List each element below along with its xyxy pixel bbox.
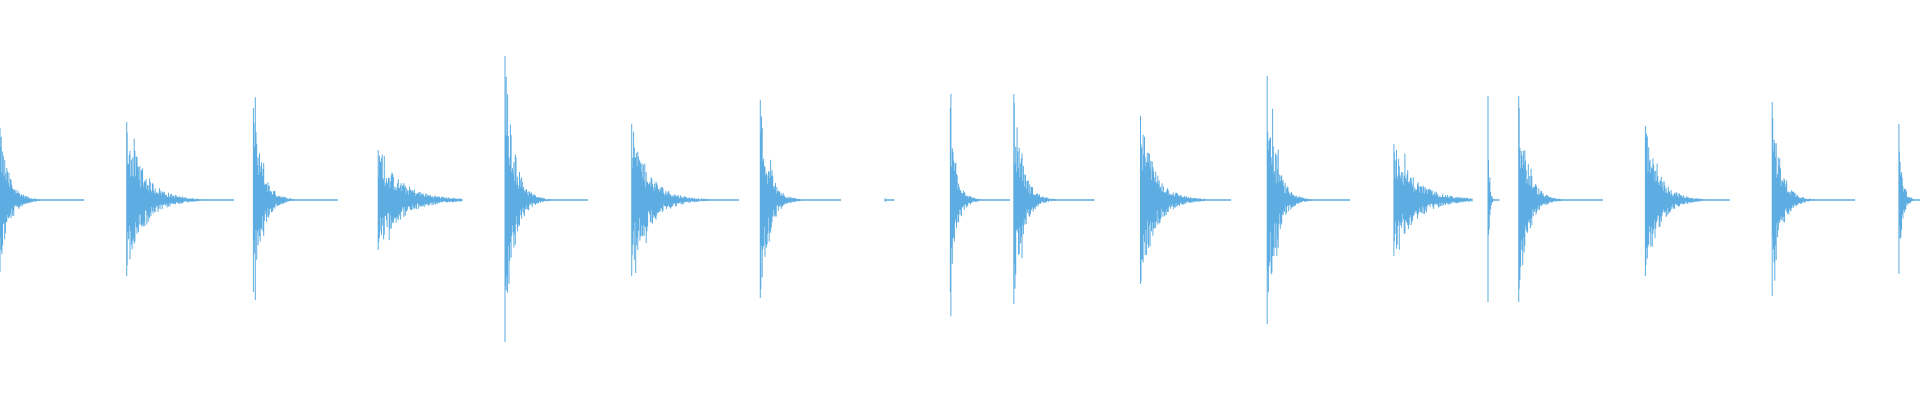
waveform-burst-14	[1487, 96, 1500, 302]
waveform-burst-12	[1266, 76, 1351, 324]
waveform-burst-7	[759, 100, 842, 298]
waveform-burst-2	[126, 122, 235, 276]
waveform-burst-15	[1518, 96, 1603, 302]
waveform-burst-17	[1771, 102, 1856, 296]
waveform-burst-6	[631, 124, 740, 276]
waveform-burst-1	[0, 128, 85, 272]
waveform-burst-9	[949, 93, 1011, 317]
waveform-burst-10	[1013, 94, 1095, 304]
waveform-burst-11	[1140, 116, 1232, 284]
waveform-burst-16	[1644, 126, 1730, 276]
waveform-burst-3	[252, 97, 338, 301]
waveform-burst-18	[1898, 124, 1920, 274]
waveform-bursts	[0, 56, 1920, 342]
waveform-burst-5	[504, 56, 588, 342]
waveform-burst-13	[1393, 144, 1473, 256]
waveform-burst-4	[377, 150, 463, 250]
waveform-burst-8	[884, 198, 895, 202]
